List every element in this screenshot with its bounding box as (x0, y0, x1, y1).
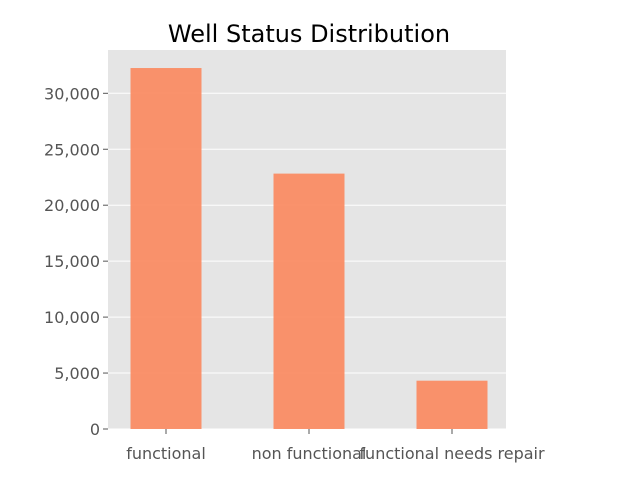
y-tick-label: 0 (90, 420, 100, 439)
bar-functional-needs-repair (416, 380, 488, 429)
y-tick-label: 20,000 (44, 196, 100, 215)
x-tick-label: functional (126, 444, 206, 463)
y-tick-label: 10,000 (44, 308, 100, 327)
y-tick-label: 25,000 (44, 140, 100, 159)
x-tick-label: functional needs repair (359, 444, 545, 463)
chart-title: Well Status Distribution (168, 20, 450, 48)
bars (130, 68, 488, 429)
bar-non-functional (273, 173, 345, 429)
y-axis-ticks: 0 5,000 10,000 15,000 20,000 25,000 30,000 (44, 84, 108, 439)
x-tick-label: non functional (252, 444, 367, 463)
y-tick-label: 30,000 (44, 84, 100, 103)
y-tick-label: 5,000 (54, 364, 100, 383)
bar-functional (130, 68, 202, 429)
y-tick-label: 15,000 (44, 252, 100, 271)
